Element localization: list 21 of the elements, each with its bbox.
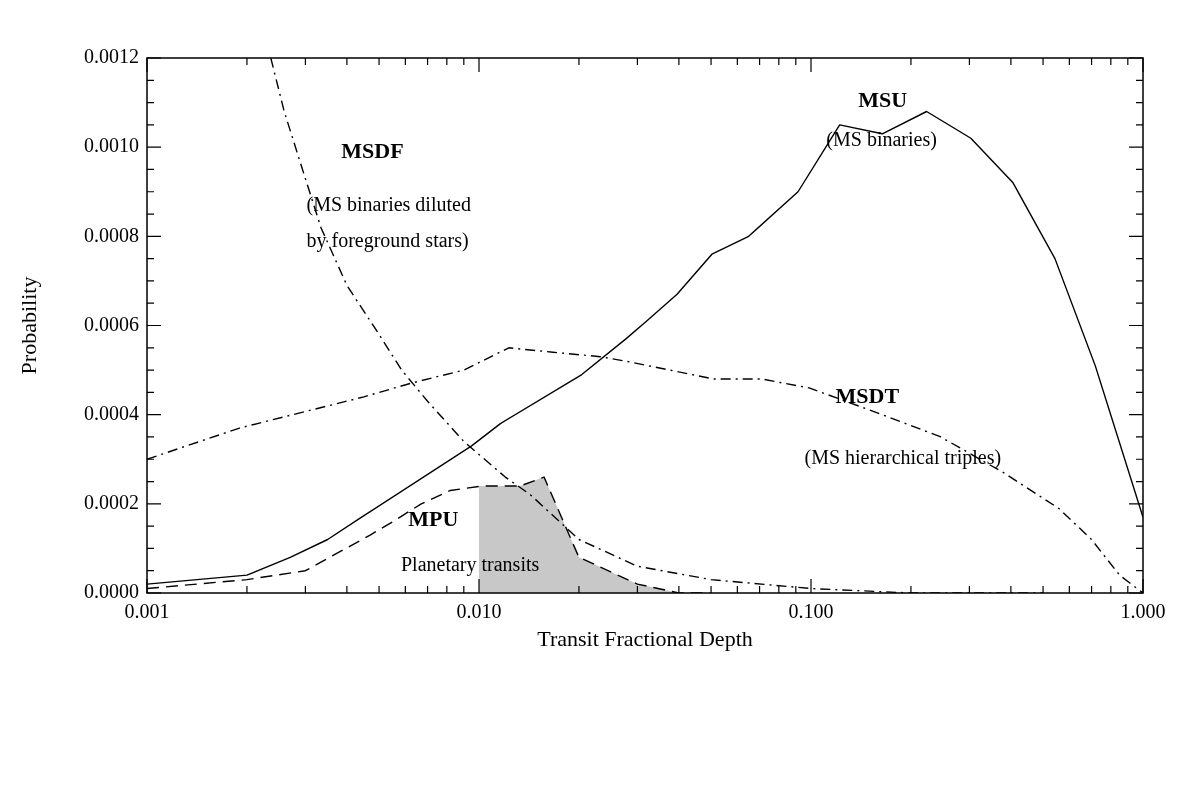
x-tick-label: 0.010 [456,600,502,623]
annotation: Planetary transits [400,553,540,577]
y-tick-label: 0.0012 [84,45,139,68]
x-tick-label: 0.100 [788,600,834,623]
x-tick-label: 0.001 [124,600,170,623]
annotation: (MS hierarchical triples) [804,446,1002,470]
y-axis-title: Probability [15,276,41,375]
y-tick-label: 0.0004 [84,401,139,424]
annotation: (MS binaries diluted [306,192,471,216]
y-tick-label: 0.0000 [84,580,139,603]
annotation: MSDF [341,138,404,164]
y-tick-label: 0.0008 [84,223,139,246]
annotation: MPU [408,505,459,531]
x-axis-title: Transit Fractional Depth [537,625,753,651]
y-tick-label: 0.0010 [84,134,139,157]
annotation: MSU [858,87,908,113]
y-tick-label: 0.0002 [84,491,139,514]
y-tick-label: 0.0006 [84,312,139,335]
annotation: MSDT [835,383,900,409]
x-tick-label: 1.000 [1120,600,1166,623]
annotation: by foreground stars) [306,228,469,252]
